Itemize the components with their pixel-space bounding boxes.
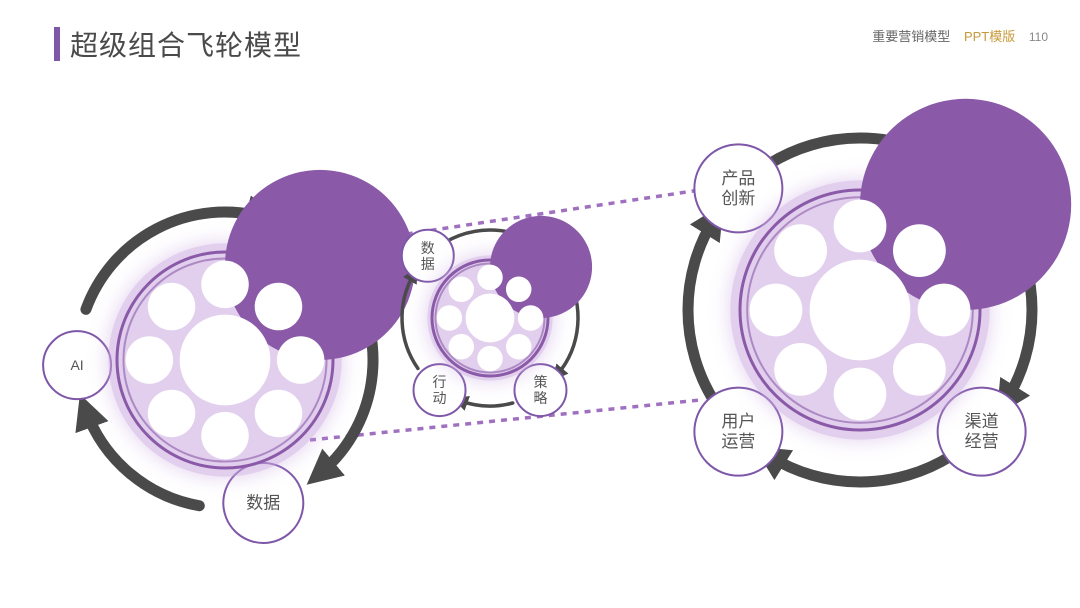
orbit-arrow — [688, 219, 714, 401]
gear-hole — [449, 334, 475, 360]
orbit-arrow — [460, 401, 513, 406]
node-label: 创新 — [721, 189, 755, 208]
gear-hole — [255, 283, 303, 331]
node-label: 动 — [433, 390, 447, 406]
diagram-canvas: 应用平台AI数据闭环数据洞察策略行动场景产品创新品牌营销渠道经营用户运营 — [0, 0, 1080, 608]
gear-hole — [518, 305, 544, 331]
gear-center — [466, 294, 515, 343]
gear-hole — [277, 336, 325, 384]
node-label: 策 — [533, 374, 547, 390]
gear-hole — [437, 305, 463, 331]
node-label: 据 — [421, 256, 435, 272]
node-label: AI — [70, 357, 83, 373]
gear-center — [180, 315, 271, 406]
gear-hole — [148, 390, 196, 438]
gear-hole — [201, 261, 249, 309]
gear-hole — [834, 200, 887, 253]
gear-hole — [834, 368, 887, 421]
gear-hole — [201, 412, 249, 460]
gear-hole — [255, 390, 303, 438]
node-label: 经营 — [965, 432, 999, 451]
orbit-arrow — [769, 456, 951, 482]
gear-hole — [477, 346, 503, 372]
gear-hole — [774, 343, 827, 396]
gear-hole — [506, 334, 532, 360]
gear-hole — [506, 277, 532, 303]
gear-hole — [918, 284, 971, 337]
node-label: 运营 — [721, 432, 755, 451]
gear-hole — [750, 284, 803, 337]
gear-hole — [477, 265, 503, 291]
gear-hole — [893, 343, 946, 396]
gear-hole — [449, 277, 475, 303]
gear-hole — [126, 336, 174, 384]
node-label: 用户 — [721, 412, 755, 431]
gear-hole — [774, 224, 827, 277]
node-label: 略 — [533, 390, 547, 406]
gear-center — [810, 260, 911, 361]
node-label: 行 — [433, 374, 447, 390]
node-label: 产品 — [721, 169, 755, 188]
node-label: 渠道 — [965, 412, 999, 431]
gear-hole — [893, 224, 946, 277]
gear-hole — [148, 283, 196, 331]
node-label: 数据 — [246, 493, 280, 512]
node-label: 数 — [421, 240, 435, 256]
